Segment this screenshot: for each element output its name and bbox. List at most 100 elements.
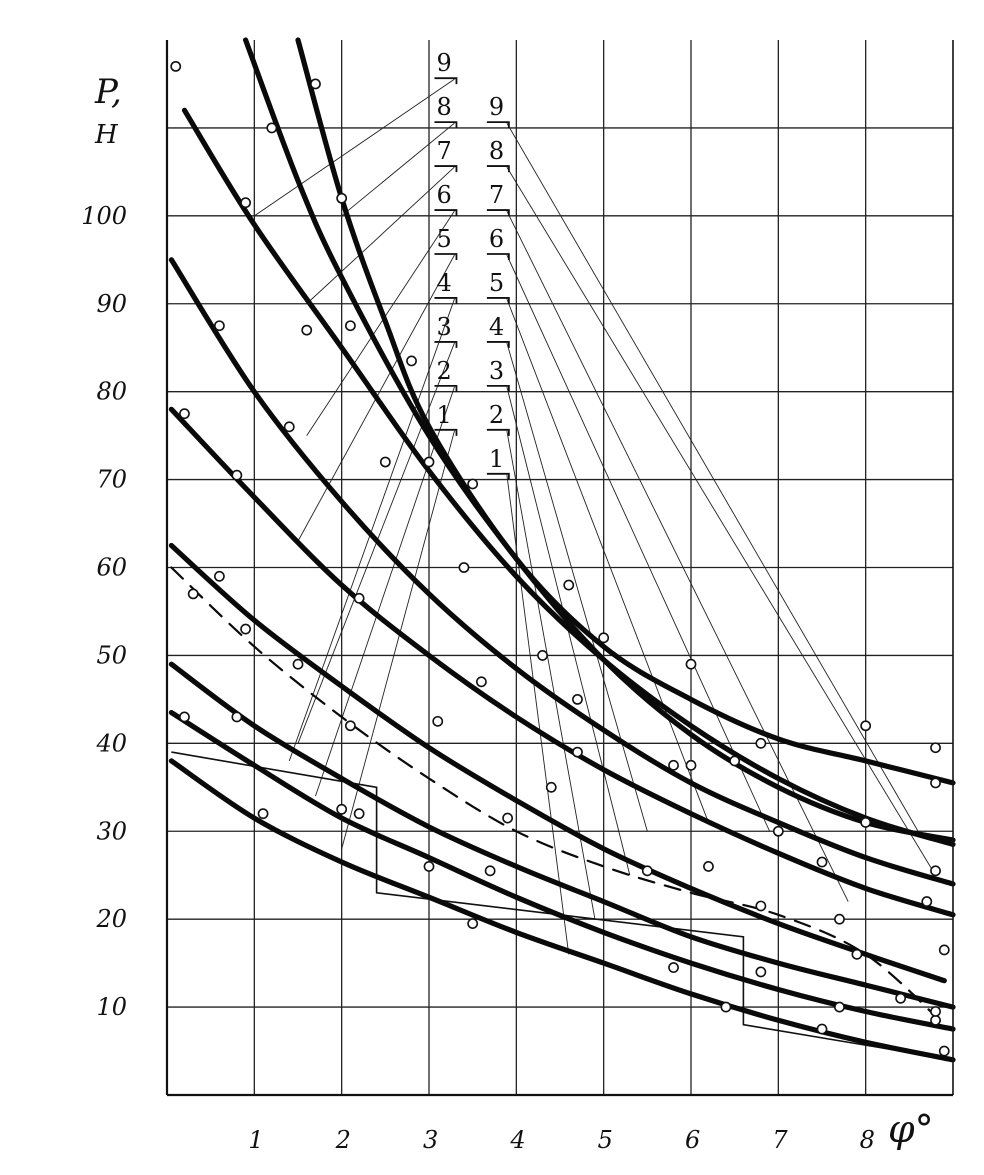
leader-line-left-8: [341, 122, 455, 217]
marker-6-4: [475, 676, 487, 688]
marker-1-4: [816, 1023, 828, 1035]
marker-7-6: [772, 825, 784, 837]
y-tick-label-60: 60: [96, 554, 127, 582]
marker-3-3: [484, 865, 496, 877]
curve-label-bracket-right-3: [486, 384, 510, 392]
leader-line-left-6: [306, 210, 455, 436]
curve-label-left-9: 9: [436, 49, 451, 77]
curve-label-bracket-right-2: [486, 428, 510, 436]
marker-4-7: [851, 948, 863, 960]
marker-9-5: [930, 777, 941, 789]
leader-line-right-9: [506, 122, 919, 832]
curve-label-right-6: 6: [489, 225, 504, 253]
curve-9: [243, 37, 956, 843]
y-axis-unit: H: [94, 120, 119, 150]
marker-6-1: [179, 408, 190, 420]
curve-8: [181, 107, 956, 847]
curve-label-bracket-right-6: [486, 253, 510, 260]
marker-5-2: [292, 658, 304, 670]
marker-9-4: [572, 746, 583, 758]
curve-label-bracket-right-9: [486, 121, 510, 129]
curve-label-right-1: 1: [489, 445, 504, 473]
axis-lines: [165, 40, 954, 1097]
curve-label-bracket-left-1: [434, 428, 458, 436]
y-tick-label-90: 90: [96, 290, 127, 318]
curve-6: [168, 406, 956, 918]
curve-7: [168, 257, 956, 887]
curve-label-bracket-left-4: [434, 297, 458, 304]
marker-2-6: [930, 1014, 941, 1026]
y-tick-label-70: 70: [96, 466, 127, 494]
curve-label-right-7: 7: [489, 181, 504, 209]
marker-6-2: [231, 469, 243, 481]
curve-label-bracket-right-5: [486, 297, 510, 304]
curve-label-left-6: 6: [436, 181, 451, 209]
curve-label-right-5: 5: [489, 269, 504, 297]
curve-label-left-4: 4: [436, 269, 451, 297]
curve-label-bracket-right-8: [486, 165, 510, 173]
leader-line-right-5: [506, 298, 709, 823]
marker-7-2: [283, 421, 295, 433]
marker-10-3: [406, 355, 417, 367]
marker-10-7: [685, 658, 697, 670]
marker-7-3: [458, 562, 470, 573]
marker-5-3: [432, 715, 444, 727]
curve-label-bracket-left-6: [434, 209, 458, 217]
marker-8-2: [240, 197, 251, 209]
curve-label-left-1: 1: [436, 401, 451, 429]
curve-label-bracket-left-2: [434, 384, 458, 392]
x-tick-label-6: 6: [685, 1126, 700, 1154]
x-tick-label-2: 2: [335, 1126, 351, 1154]
x-tick-label-8: 8: [860, 1126, 875, 1154]
marker-4-4: [502, 812, 513, 824]
marker-6-7: [816, 856, 828, 868]
y-axis-label: P,: [94, 72, 122, 112]
curve-label-left-8: 8: [436, 93, 451, 121]
marker-7-5: [668, 759, 679, 771]
y-tick-label-40: 40: [95, 729, 127, 757]
marker-8-4: [379, 456, 391, 468]
curve-5: [168, 542, 947, 984]
marker-4-5: [641, 865, 653, 877]
curve-4: [170, 566, 946, 1026]
marker-2-4: [668, 962, 679, 973]
marker-1-5: [938, 1045, 950, 1057]
marker-4-6: [755, 900, 767, 912]
marker-10-6: [598, 632, 610, 644]
marker-3-2: [353, 808, 365, 820]
leader-line-right-8: [506, 166, 936, 876]
tick-labels: 1 2 3 4 5 6 7 8 10 20 30 40 50 60 70 80 90 100: [81, 202, 875, 1154]
x-tick-label-7: 7: [772, 1126, 788, 1154]
marker-10-5: [563, 579, 575, 591]
leader-line-right-6: [506, 254, 771, 832]
marker-2-3: [423, 861, 435, 872]
leader-line-left-1: [341, 430, 455, 849]
curve-label-left-5: 5: [436, 225, 451, 253]
marker-9-2: [344, 320, 356, 332]
marker-9-3: [423, 456, 435, 468]
marker-5-6: [938, 944, 950, 956]
leader-line-left-2: [315, 386, 455, 797]
marker-3-5: [895, 992, 906, 1004]
marker-9-1: [266, 122, 278, 134]
marker-8-7: [860, 817, 872, 828]
marker-2-2: [336, 803, 348, 815]
leader-line-left-4: [288, 298, 455, 762]
marker-3-1: [231, 711, 243, 723]
y-tick-label-20: 20: [95, 905, 127, 933]
marker-10-9: [860, 720, 872, 732]
x-tick-label-4: 4: [509, 1126, 525, 1154]
marker-10-4: [467, 478, 479, 490]
curve-label-bracket-left-8: [434, 121, 458, 129]
curve-labels: 1 2 3 4 5 6 7 8 9 1 2 3 4 5 6 7 8 9: [434, 49, 510, 480]
y-tick-label-100: 100: [81, 202, 127, 230]
curve-2: [168, 710, 956, 1032]
curve-label-bracket-right-7: [486, 209, 510, 217]
marker-5-1: [213, 570, 225, 582]
curve-label-bracket-right-1: [486, 472, 510, 480]
curve-3: [168, 661, 956, 1010]
curve-label-left-2: 2: [436, 357, 451, 385]
curve-10: [295, 37, 956, 786]
marker-10-1: [310, 78, 321, 90]
